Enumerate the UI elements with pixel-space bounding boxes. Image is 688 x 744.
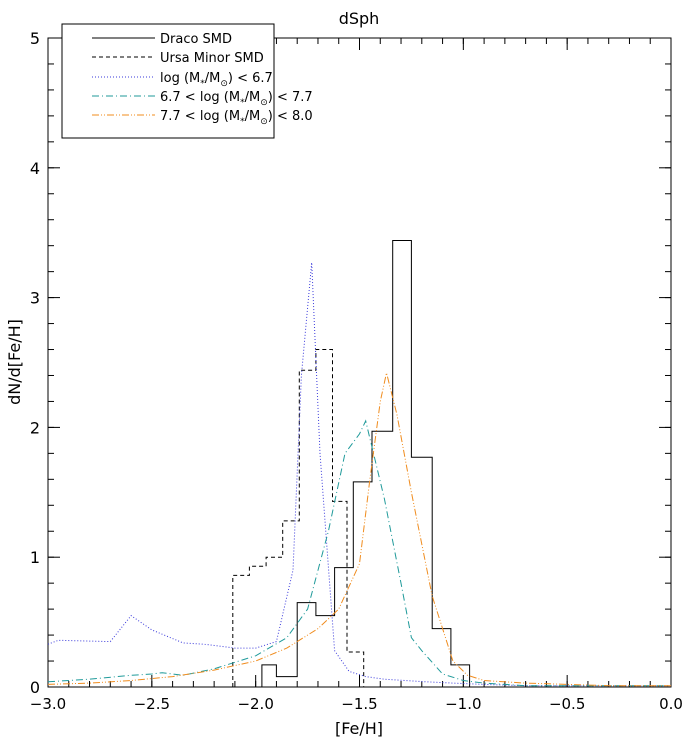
y-tick-label: 0 <box>30 678 40 697</box>
x-tick-label: −1.5 <box>341 695 377 713</box>
legend-label-ursa-minor: Ursa Minor SMD <box>160 51 264 66</box>
y-tick-label: 1 <box>30 548 40 567</box>
legend: Draco SMD Ursa Minor SMD log (M*/M⊙) < 6… <box>61 23 313 139</box>
x-axis-label: [Fe/H] <box>335 719 383 738</box>
series-layer <box>47 240 671 687</box>
series-line-4 <box>47 372 671 687</box>
series-line-1 <box>232 349 365 687</box>
series-line-2 <box>47 262 671 687</box>
y-tick-label: 4 <box>30 159 40 178</box>
y-axis: 0 1 2 3 4 5 <box>30 29 671 697</box>
series-line-3 <box>47 419 671 687</box>
legend-label-draco: Draco SMD <box>160 32 232 47</box>
x-tick-label: −3.0 <box>30 695 66 713</box>
x-tick-label: −1.0 <box>445 695 481 713</box>
y-tick-label: 2 <box>30 418 40 437</box>
x-tick-label: −0.5 <box>549 695 585 713</box>
x-tick-label: −2.0 <box>237 695 273 713</box>
series-line-0 <box>261 240 471 687</box>
legend-box <box>61 23 275 139</box>
x-axis: −3.0 −2.5 −2.0 −1.5 −1.0 −0.5 0.0 <box>30 38 683 713</box>
y-tick-label: 3 <box>30 289 40 308</box>
legend-label-high-mass: 7.7 < log (M*/M⊙) < 8.0 <box>160 109 313 127</box>
legend-label-low-mass: log (M*/M⊙) < 6.7 <box>160 71 273 89</box>
x-tick-label: −2.5 <box>134 695 170 713</box>
chart-title: dSph <box>339 9 380 28</box>
x-tick-label: 0.0 <box>659 695 683 713</box>
y-tick-label: 5 <box>30 29 40 48</box>
y-axis-label: dN/d[Fe/H] <box>5 319 24 405</box>
legend-label-mid-mass: 6.7 < log (M*/M⊙) < 7.7 <box>160 90 313 108</box>
